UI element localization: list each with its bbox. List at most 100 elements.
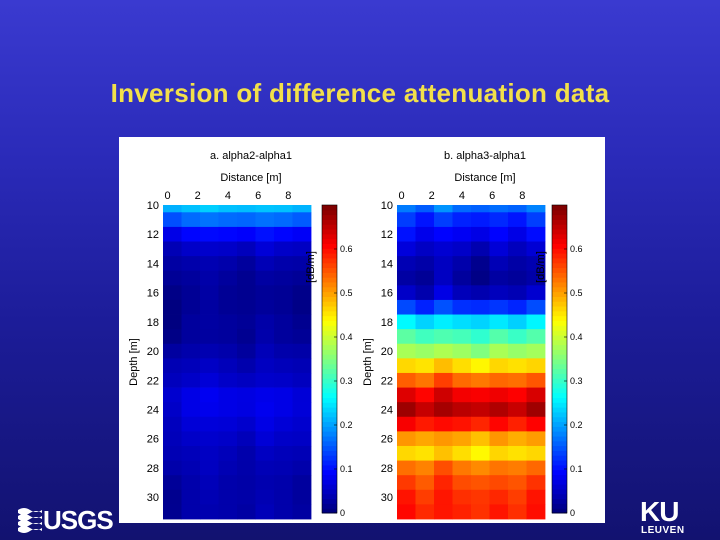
heatmap-cell bbox=[526, 460, 546, 476]
heatmap-cell bbox=[508, 256, 527, 272]
colorbar-segment bbox=[322, 301, 337, 307]
heatmap-cell bbox=[163, 226, 182, 242]
colorbar-frame bbox=[551, 204, 568, 514]
heatmap-cell bbox=[292, 460, 312, 476]
heatmap-cell bbox=[255, 285, 275, 301]
heatmap-cell bbox=[200, 241, 219, 257]
colorbar-segment bbox=[552, 272, 567, 278]
heatmap-cell bbox=[255, 504, 275, 520]
heatmap-cell bbox=[526, 314, 546, 330]
heatmap-cell bbox=[434, 285, 453, 301]
colorbar-tick-label: 0.4 bbox=[340, 332, 353, 342]
heatmap-cell bbox=[274, 343, 293, 359]
heatmap-cell bbox=[218, 241, 238, 257]
heatmap-cell bbox=[508, 285, 527, 301]
colorbar-segment bbox=[552, 334, 567, 341]
colorbar-segment bbox=[322, 291, 337, 297]
heatmap-cell bbox=[292, 329, 312, 345]
colorbar-segment bbox=[322, 460, 337, 466]
colorbar-segment bbox=[322, 224, 337, 230]
x-tick-label: 2 bbox=[195, 190, 201, 202]
heatmap-cell bbox=[508, 212, 527, 228]
heatmap-cell bbox=[274, 299, 293, 315]
heatmap-cell bbox=[218, 402, 238, 418]
heatmap-cell bbox=[292, 431, 312, 447]
colorbar-segment bbox=[322, 411, 337, 418]
heatmap-cell bbox=[471, 402, 490, 418]
heatmap-cell bbox=[292, 489, 312, 505]
heatmap-cell bbox=[471, 205, 490, 213]
heatmap-cell bbox=[397, 387, 416, 403]
heatmap-cell bbox=[181, 314, 201, 330]
heatmap-cell bbox=[181, 226, 201, 242]
heatmap-cell bbox=[415, 205, 435, 213]
heatmap-cell bbox=[471, 343, 490, 359]
heatmap-cell bbox=[452, 314, 472, 330]
colorbar-segment bbox=[322, 431, 337, 437]
heatmap-cell bbox=[415, 212, 435, 228]
heatmap-cell bbox=[489, 299, 509, 315]
heatmap-cell bbox=[218, 329, 238, 345]
colorbar-segment bbox=[322, 330, 337, 336]
y-axis-label: Depth [m] bbox=[362, 338, 374, 386]
colorbar-segment bbox=[552, 469, 567, 475]
colorbar-segment bbox=[322, 368, 337, 374]
heatmap-cell bbox=[274, 372, 293, 388]
heatmap-cell bbox=[237, 431, 256, 447]
heatmap-cell bbox=[163, 489, 182, 505]
heatmap-cell bbox=[218, 372, 238, 388]
colorbar-segment bbox=[322, 359, 337, 365]
heatmap-cell bbox=[218, 387, 238, 403]
colorbar-segment bbox=[552, 286, 567, 293]
heatmap-cell bbox=[255, 402, 275, 418]
heatmap-cell bbox=[489, 226, 509, 242]
heatmap-cell bbox=[471, 226, 490, 242]
colorbar-segment bbox=[322, 325, 337, 331]
colorbar-segment bbox=[322, 383, 337, 389]
heatmap-cell bbox=[397, 372, 416, 388]
heatmap-cell bbox=[415, 416, 435, 432]
heatmap-cell bbox=[471, 256, 490, 272]
heatmap-cell bbox=[489, 475, 509, 491]
heatmap-cell bbox=[255, 431, 275, 447]
heatmap-cell bbox=[200, 343, 219, 359]
heatmap-cell bbox=[415, 504, 435, 520]
heatmap-cell bbox=[434, 416, 453, 432]
colorbar-segment bbox=[552, 315, 567, 321]
heatmap-cell bbox=[526, 431, 546, 447]
heatmap-cell bbox=[255, 358, 275, 374]
colorbar-segment bbox=[552, 392, 567, 398]
colorbar-segment bbox=[552, 238, 567, 244]
heatmap-cell bbox=[274, 270, 293, 286]
heatmap-cell bbox=[508, 358, 527, 374]
colorbar-segment bbox=[322, 450, 337, 456]
colorbar-segment bbox=[322, 484, 337, 490]
y-tick-label: 12 bbox=[381, 229, 393, 241]
heatmap-cell bbox=[181, 504, 201, 520]
heatmap-cell bbox=[471, 270, 490, 286]
heatmap-cell bbox=[526, 270, 546, 286]
colorbar-segment bbox=[552, 450, 567, 456]
colorbar-tick-label: 0.5 bbox=[570, 288, 583, 298]
heatmap-cell bbox=[526, 343, 546, 359]
heatmap-cell bbox=[508, 226, 527, 242]
heatmap-cell bbox=[397, 358, 416, 374]
colorbar-segment bbox=[552, 387, 567, 394]
heatmap-cell bbox=[471, 299, 490, 315]
colorbar-segment bbox=[322, 479, 337, 485]
heatmap-cell bbox=[181, 212, 201, 228]
heatmap-cell bbox=[255, 460, 275, 476]
colorbar-segment bbox=[552, 219, 567, 225]
x-tick-label: 0 bbox=[398, 190, 404, 202]
heatmap-cell bbox=[434, 475, 453, 491]
heatmap-cell bbox=[397, 226, 416, 242]
heatmap-cell bbox=[218, 212, 238, 228]
colorbar-segment bbox=[552, 455, 567, 461]
heatmap-cell bbox=[508, 314, 527, 330]
colorbar-segment bbox=[552, 440, 567, 447]
heatmap-cell bbox=[489, 329, 509, 345]
heatmap-cell bbox=[452, 372, 472, 388]
colorbar-segment bbox=[322, 243, 337, 249]
colorbar-segment bbox=[322, 508, 337, 514]
heatmap-cell bbox=[218, 358, 238, 374]
